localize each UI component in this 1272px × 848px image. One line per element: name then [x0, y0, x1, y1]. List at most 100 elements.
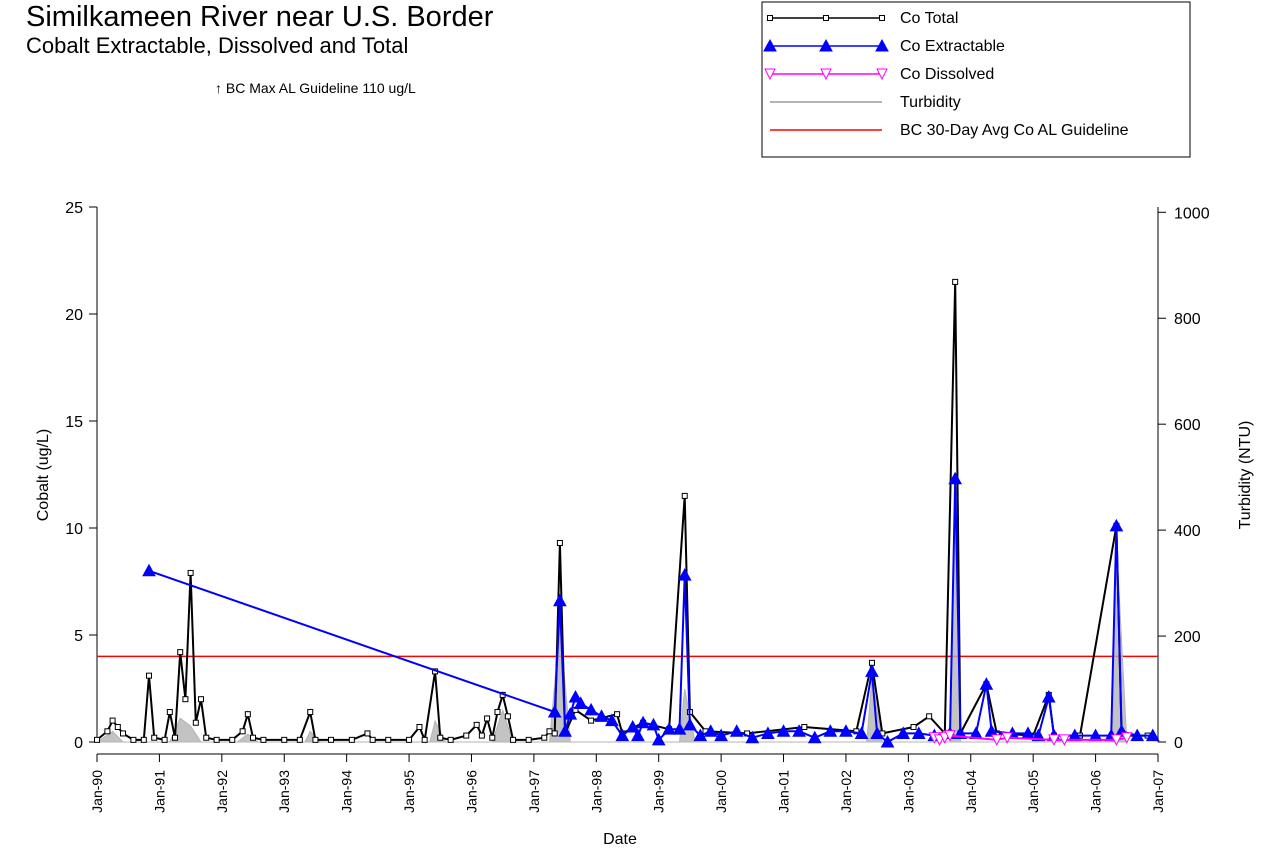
marker [1109, 518, 1124, 532]
marker [1120, 732, 1133, 744]
marker [615, 728, 630, 742]
series-line [96, 281, 1148, 744]
marker [182, 696, 189, 703]
x-tick-label: Jan-92 [214, 770, 230, 813]
marker [348, 736, 355, 743]
y2-axis-label: Turbidity (NTU) [1237, 421, 1254, 530]
marker [703, 724, 718, 737]
marker [489, 734, 496, 741]
marker [328, 736, 335, 743]
annotation: ↑ BC Max AL Guideline 110 ug/L [215, 80, 416, 96]
marker [547, 704, 562, 718]
marker [478, 732, 485, 739]
marker [911, 726, 926, 739]
marker [910, 724, 917, 731]
y2-tick-label: 400 [1174, 523, 1201, 540]
marker [854, 726, 869, 739]
marker [229, 736, 236, 743]
x-tick-label: Jan-91 [151, 770, 167, 813]
marker [250, 734, 257, 741]
marker [681, 492, 688, 499]
x-tick-label: Jan-03 [900, 770, 916, 813]
series-markers [928, 730, 1133, 746]
marker [588, 717, 595, 724]
legend-marker [879, 15, 885, 21]
marker [761, 726, 775, 739]
marker [683, 717, 697, 731]
series-line [148, 478, 1153, 744]
marker [823, 724, 838, 737]
marker [312, 736, 319, 743]
marker [281, 736, 288, 743]
marker [525, 736, 532, 743]
marker [177, 649, 184, 656]
marker [364, 730, 371, 737]
x-tick-label: Jan-00 [713, 770, 729, 813]
marker [558, 724, 572, 737]
marker [870, 726, 884, 739]
x-tick-label: Jan-99 [651, 770, 667, 813]
marker [636, 715, 650, 729]
legend-label: Co Dissolved [900, 66, 994, 83]
marker [990, 734, 1003, 746]
marker [130, 736, 137, 743]
marker [807, 730, 822, 744]
legend-box [761, 1, 1191, 158]
marker [1048, 734, 1060, 746]
legend-marker [823, 15, 829, 21]
x-tick-label: Jan-95 [401, 770, 417, 813]
marker [714, 728, 728, 742]
marker [541, 734, 548, 741]
marker [651, 732, 666, 746]
marker [161, 736, 168, 743]
marker [416, 724, 423, 731]
marker [944, 730, 956, 742]
marker [484, 715, 491, 722]
x-tick-label: Jan-07 [1150, 770, 1166, 813]
marker [948, 471, 963, 485]
marker [1110, 734, 1123, 746]
marker [776, 724, 791, 737]
marker [172, 734, 179, 741]
marker [573, 696, 588, 709]
marker [120, 730, 127, 737]
marker [677, 568, 692, 581]
marker [406, 736, 413, 743]
marker [447, 736, 454, 743]
marker [729, 724, 744, 737]
marker [260, 736, 267, 743]
y-tick-label: 20 [65, 307, 83, 324]
x-tick-label: Jan-90 [89, 770, 105, 813]
marker [896, 726, 910, 739]
marker [494, 709, 501, 716]
marker [151, 734, 158, 741]
marker [421, 736, 428, 743]
marker [187, 569, 194, 576]
marker [745, 730, 760, 744]
legend-marker [820, 68, 832, 81]
y-tick-label: 10 [65, 521, 83, 538]
marker [104, 728, 111, 735]
marker [369, 736, 376, 743]
x-tick-label: Jan-97 [526, 770, 542, 813]
series-markers [142, 471, 1160, 748]
y-tick-label: 15 [65, 414, 83, 431]
marker [979, 677, 994, 690]
marker [563, 707, 578, 720]
legend-marker [875, 38, 889, 52]
marker [568, 690, 583, 703]
marker [94, 736, 100, 743]
chart-subtitle: Cobalt Extractable, Dissolved and Total [26, 33, 408, 58]
legend-label: Turbidity [900, 94, 961, 111]
marker [693, 728, 708, 742]
marker [140, 736, 147, 743]
marker [551, 730, 558, 737]
x-tick-label: Jan-06 [1088, 770, 1104, 813]
marker [437, 734, 444, 741]
marker [504, 713, 511, 720]
y2-tick-label: 0 [1174, 735, 1183, 752]
marker [926, 713, 933, 720]
marker [142, 563, 156, 577]
